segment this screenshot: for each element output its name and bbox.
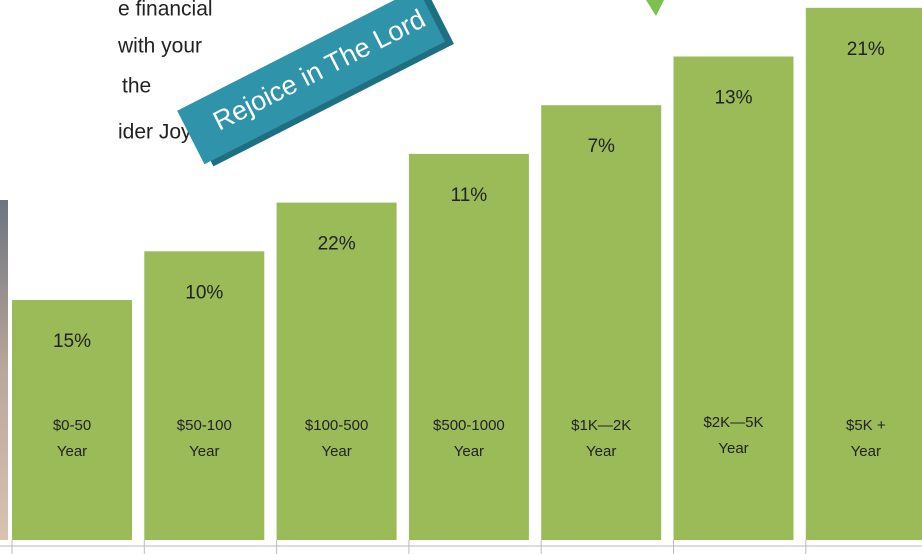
step-percent: 21%: [847, 39, 885, 60]
step-percent: 10%: [185, 282, 223, 303]
arrow: [646, 0, 664, 16]
step-label: Year: [189, 443, 219, 460]
step-label: Year: [57, 443, 87, 460]
intro-line: with your: [117, 35, 202, 58]
step-label: $1K—2K: [571, 417, 631, 434]
step-label: $50-100: [177, 417, 232, 434]
step-label: Year: [586, 443, 616, 460]
step-label: Year: [321, 443, 351, 460]
step-label: $2K—5K: [703, 414, 763, 431]
step-label: $5K +: [846, 417, 886, 434]
step-percent: 11%: [451, 185, 488, 206]
step-label: Year: [851, 443, 881, 460]
intro-line: the: [122, 75, 151, 98]
step-bar: [541, 105, 661, 540]
banner: Rejoice in The Lord: [177, 0, 454, 170]
step-percent: 22%: [318, 234, 356, 255]
intro-line: e financial: [118, 0, 213, 21]
step-bar: [409, 154, 529, 540]
step-bar: [806, 8, 922, 540]
slide: e financialwith yourtheider Joyfully Rej…: [0, 0, 922, 554]
step-label: Year: [454, 443, 484, 460]
photo-edge: [0, 200, 8, 540]
step-percent: 15%: [53, 331, 91, 352]
step-label: $0-50: [53, 417, 91, 434]
step-percent: 13%: [714, 88, 752, 109]
step-label: Year: [718, 440, 748, 457]
step-label: $500-1000: [433, 417, 505, 434]
step-percent: 7%: [587, 136, 615, 157]
step-bar: [674, 57, 794, 541]
step-label: $100-500: [305, 417, 368, 434]
